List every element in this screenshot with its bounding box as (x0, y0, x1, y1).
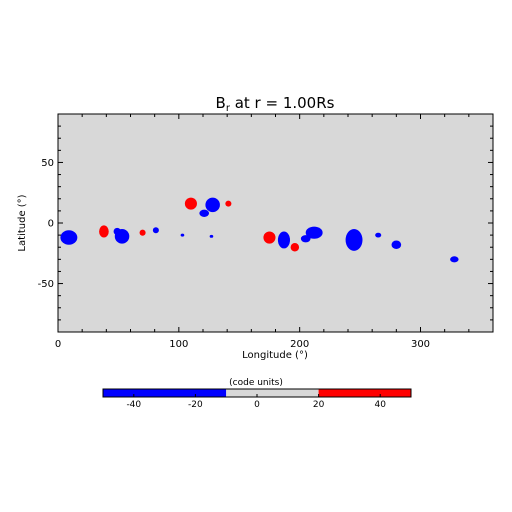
magnetic-regions (60, 197, 459, 263)
region-negative-9 (199, 209, 210, 217)
x-axis-label: Longitude (°) (242, 350, 308, 361)
region-negative-5 (152, 227, 159, 234)
region-negative-20 (450, 256, 459, 263)
plot-background (58, 114, 493, 332)
colorbar-tick-label: 40 (374, 400, 386, 410)
colorbar-tick-label: -20 (188, 400, 203, 410)
y-tick-label: -50 (38, 279, 54, 290)
colorbar-label: (code units) (229, 378, 283, 388)
region-positive-12 (263, 231, 276, 244)
region-negative-15 (305, 226, 323, 239)
colorbar-tick-label: -40 (126, 400, 141, 410)
region-negative-18 (375, 232, 382, 238)
y-tick-label: 50 (41, 158, 54, 169)
colorbar-segment (318, 389, 411, 397)
region-negative-3 (113, 227, 121, 236)
region-negative-13 (277, 231, 291, 249)
axis-ticks: 0 100 200 300 -50 0 50 (38, 114, 494, 350)
colorbar-segment (226, 389, 319, 397)
region-negative-17 (345, 229, 363, 251)
chart-title: Br at r = 1.00Rs (216, 94, 335, 114)
y-tick-label: 0 (48, 219, 54, 230)
region-positive-1 (99, 225, 109, 238)
region-positive-4 (139, 229, 146, 236)
region-positive-11 (225, 200, 232, 207)
colorbar-tick-label: 0 (254, 400, 260, 410)
colorbar: -40 -20 0 20 40 (102, 388, 412, 410)
region-negative-6 (180, 233, 185, 237)
y-axis-label: Latitude (°) (17, 194, 28, 251)
region-negative-19 (391, 240, 402, 250)
x-tick-label: 100 (169, 339, 188, 350)
region-negative-10 (209, 234, 214, 238)
region-positive-7 (184, 197, 197, 210)
x-tick-label: 300 (411, 339, 430, 350)
region-negative-16 (300, 235, 311, 243)
x-tick-label: 200 (290, 339, 309, 350)
colorbar-tick-label: 20 (313, 400, 325, 410)
colorbar-segment (103, 389, 227, 397)
region-positive-14 (290, 242, 300, 252)
region-negative-0 (60, 230, 78, 245)
region-negative-8 (205, 197, 220, 213)
x-tick-label: 0 (55, 339, 61, 350)
